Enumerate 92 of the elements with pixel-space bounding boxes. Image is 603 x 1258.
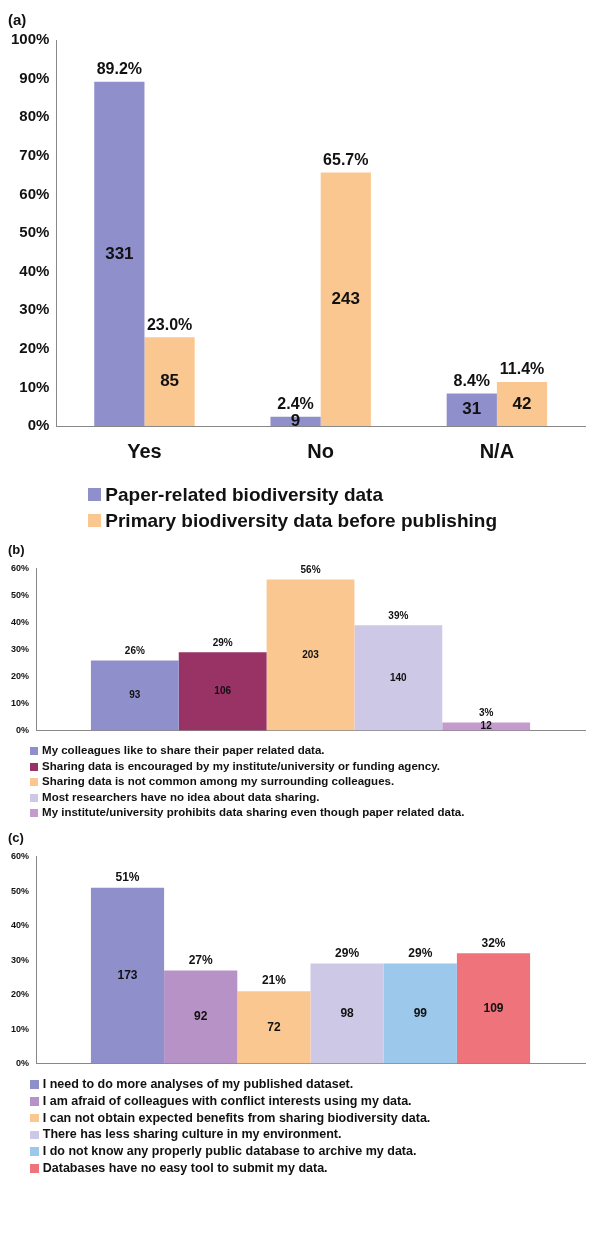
- annotation: 243: [331, 288, 360, 308]
- y-tick-label: 40%: [11, 617, 30, 628]
- annotation: 173: [117, 967, 138, 982]
- y-tick-label: 10%: [19, 377, 50, 395]
- annotation: 93: [129, 689, 141, 701]
- data-label: 89.2%: [96, 60, 143, 78]
- bar: [90, 887, 165, 1064]
- y-tick-label: 70%: [19, 145, 50, 163]
- legend-label: I need to do more analyses of my published dataset.: [42, 1075, 354, 1093]
- annotation: 203: [302, 649, 320, 661]
- data-label: 65.7%: [323, 150, 369, 168]
- legend-label: Primary biodiversity data before publishing: [105, 508, 497, 533]
- data-label: 21%: [261, 973, 287, 988]
- data-label: 29%: [408, 945, 433, 960]
- data-label: 32%: [481, 935, 506, 950]
- data-label: 27%: [188, 952, 214, 967]
- legend-label: Sharing data is encouraged by my institute/university or funding agency.: [42, 758, 440, 774]
- y-tick-label: 30%: [11, 954, 30, 965]
- annotation: 140: [390, 671, 408, 683]
- annotation: 331: [105, 243, 134, 263]
- bar: [354, 625, 443, 731]
- y-tick-label: 0%: [27, 416, 50, 434]
- data-label: 39%: [388, 610, 409, 622]
- legend-label: Sharing data is not common among my surrounding colleagues.: [42, 774, 395, 790]
- legend-label: I do not know any properly public database to archive my data.: [42, 1143, 417, 1161]
- data-label: 23.0%: [146, 315, 193, 333]
- y-tick-label: 40%: [19, 261, 50, 279]
- y-tick-label: 20%: [19, 338, 50, 356]
- legend-label: Paper-related biodiversity data: [105, 483, 384, 507]
- annotation: 9: [290, 411, 301, 431]
- data-label: 51%: [115, 869, 140, 884]
- annotation: 98: [340, 1005, 355, 1020]
- chart-title: (a): [8, 11, 27, 29]
- annotation: 99: [413, 1005, 428, 1020]
- y-tick-label: 10%: [11, 1023, 30, 1034]
- bar: [237, 991, 311, 1064]
- y-tick-label: 60%: [19, 184, 50, 202]
- bar: [178, 652, 267, 731]
- y-tick-label: 20%: [11, 671, 30, 682]
- bar: [266, 579, 355, 731]
- y-tick-label: 50%: [19, 223, 50, 241]
- annotation: 85: [160, 371, 180, 391]
- data-label: 26%: [124, 645, 145, 657]
- bar: [456, 953, 531, 1064]
- legend-label: My colleagues like to share their paper related data.: [42, 743, 325, 759]
- x-tick-label: N/A: [479, 439, 515, 462]
- bar: [144, 337, 195, 426]
- y-tick-label: 90%: [19, 68, 50, 86]
- legend-label: I can not obtain expected benefits from sharing biodiversity data.: [42, 1109, 431, 1127]
- y-tick-label: 10%: [11, 698, 30, 709]
- annotation: 92: [194, 1009, 208, 1024]
- bar: [164, 970, 238, 1064]
- bar: [94, 81, 145, 426]
- y-tick-label: 100%: [10, 30, 50, 48]
- annotation: 12: [480, 720, 493, 732]
- annotation: 42: [512, 393, 532, 413]
- y-tick-label: 30%: [19, 300, 50, 318]
- annotation: 72: [267, 1019, 281, 1034]
- x-tick-label: Yes: [127, 439, 162, 462]
- data-label: 3%: [478, 707, 494, 719]
- y-tick-label: 0%: [16, 725, 30, 736]
- y-tick-label: 50%: [11, 590, 30, 601]
- y-tick-label: 40%: [11, 919, 30, 930]
- y-tick-label: 80%: [19, 107, 50, 125]
- annotation: 31: [462, 399, 482, 419]
- data-label: 29%: [212, 637, 233, 649]
- data-label: 8.4%: [453, 371, 491, 389]
- bar: [496, 382, 548, 426]
- bar: [320, 172, 371, 426]
- data-label: 2.4%: [277, 395, 314, 413]
- data-label: 29%: [335, 945, 360, 960]
- data-label: 56%: [300, 564, 321, 576]
- x-tick-label: No: [307, 439, 335, 462]
- data-label: 11.4%: [499, 360, 545, 378]
- bar: [383, 963, 457, 1064]
- legend-label: There has less sharing culture in my environment.: [42, 1126, 342, 1144]
- bar: [90, 660, 179, 731]
- chart-title: (b): [8, 542, 25, 558]
- y-tick-label: 50%: [11, 885, 30, 896]
- bar: [310, 963, 384, 1064]
- y-tick-label: 0%: [16, 1057, 30, 1068]
- legend-label: I am afraid of colleagues with conflict interests using my data.: [42, 1092, 412, 1110]
- y-tick-label: 60%: [11, 563, 30, 574]
- chart-title: (c): [8, 830, 24, 846]
- legend-label: My institute/university prohibits data sharing even though paper related data.: [42, 805, 465, 821]
- legend-label: Most researchers have no idea about data sharing.: [42, 789, 320, 805]
- annotation: 109: [483, 1000, 504, 1015]
- annotation: 106: [214, 685, 232, 697]
- y-tick-label: 60%: [11, 850, 30, 861]
- legend-label: Databases have no easy tool to submit my data.: [42, 1160, 328, 1178]
- y-tick-label: 30%: [11, 644, 30, 655]
- y-tick-label: 20%: [11, 988, 30, 999]
